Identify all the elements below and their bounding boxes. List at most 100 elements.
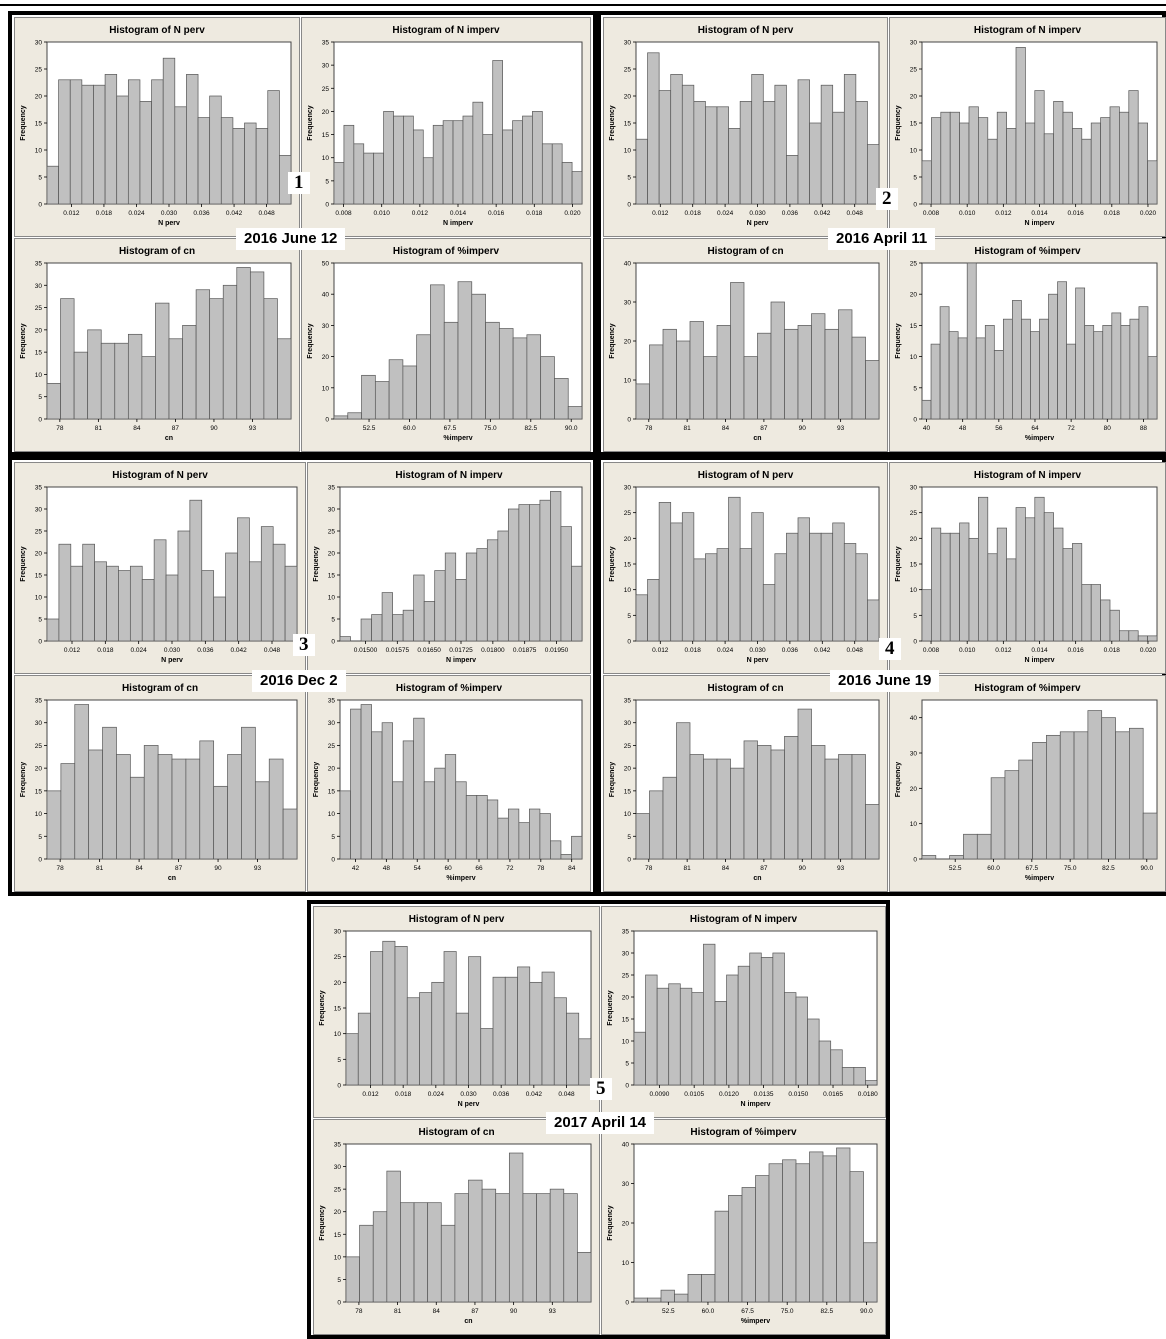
histogram-bar xyxy=(58,543,72,642)
histogram-bar xyxy=(990,777,1006,860)
histogram-bar xyxy=(681,512,695,642)
histogram-bar xyxy=(645,974,658,1086)
histogram-bar xyxy=(968,537,979,642)
y-tick-label: 15 xyxy=(35,350,43,357)
histogram-bar xyxy=(162,57,176,205)
histogram-bar xyxy=(381,722,393,860)
histogram-bar xyxy=(1147,160,1158,205)
histogram-bar xyxy=(151,79,164,205)
histogram-bar xyxy=(104,74,118,205)
histogram-bar xyxy=(1081,584,1092,642)
histogram-bar xyxy=(993,350,1004,420)
histogram-bar xyxy=(1087,710,1103,860)
histogram-bar xyxy=(757,332,772,420)
histogram-bar xyxy=(959,122,970,205)
histogram-bar xyxy=(157,754,173,860)
chart-panel: Histogram of N imperv 0 5 10 15 20 25 30 35 0.008… xyxy=(301,17,591,237)
histogram-bar xyxy=(561,161,573,205)
histogram-bar xyxy=(189,499,203,642)
histogram-bar xyxy=(843,74,857,205)
y-tick-label: 40 xyxy=(910,715,918,722)
y-tick-label: 5 xyxy=(627,175,631,182)
histogram-bar xyxy=(1043,133,1054,205)
x-tick-label: 0.020 xyxy=(1140,210,1157,217)
histogram-bar xyxy=(363,152,375,205)
chart-title: Histogram of %imperv xyxy=(974,246,1081,257)
histogram-bar xyxy=(185,758,201,860)
x-tick-label: 0.042 xyxy=(814,210,831,217)
histogram-bar xyxy=(739,548,753,642)
histogram-bar xyxy=(392,781,404,860)
histogram-bar xyxy=(93,84,106,205)
histogram-bar xyxy=(784,328,799,420)
y-tick-label: 30 xyxy=(910,485,918,492)
histogram-bar xyxy=(976,833,992,860)
x-tick-label: 0.030 xyxy=(164,647,181,654)
x-tick-label: 60 xyxy=(445,865,453,872)
histogram-bar xyxy=(360,618,372,642)
y-tick-label: 20 xyxy=(328,551,336,558)
x-tick-label: 81 xyxy=(394,1308,402,1315)
histogram-bar xyxy=(422,157,434,205)
x-tick-label: 0.016 xyxy=(1068,210,1085,217)
histogram-svg: Histogram of %imperv 0 10 20 30 40 52.5 60.0 67.… xyxy=(607,1127,878,1325)
y-tick-label: 30 xyxy=(334,1164,342,1171)
histogram-bar xyxy=(1006,128,1017,205)
histogram-bar xyxy=(996,527,1007,642)
histogram-bar xyxy=(1128,630,1139,642)
y-tick-label: 20 xyxy=(35,551,43,558)
y-tick-label: 0 xyxy=(337,1083,341,1090)
x-tick-label: 0.014 xyxy=(1031,647,1048,654)
histogram-bar xyxy=(70,565,84,642)
histogram-bar xyxy=(444,754,457,860)
histogram-bar xyxy=(809,1151,824,1303)
histogram-bar xyxy=(1021,318,1031,420)
histogram-svg: Histogram of N imperv 0 5 10 15 20 25 30 0.008 0.… xyxy=(895,25,1158,227)
x-tick-label: 82.5 xyxy=(820,1308,833,1315)
histogram-bar xyxy=(254,781,270,860)
y-tick-label: 0 xyxy=(38,202,42,209)
histogram-bar xyxy=(571,835,583,860)
histogram-bar xyxy=(197,117,211,205)
histogram-bar xyxy=(481,1188,497,1303)
histogram-bar xyxy=(373,152,384,205)
histogram-bar xyxy=(687,1274,702,1303)
histogram-bar xyxy=(770,749,785,860)
chart-title: Histogram of N imperv xyxy=(974,470,1082,481)
chart-panel: Histogram of N perv 0 5 10 15 20 25 30 0.012 0.01… xyxy=(14,17,300,237)
histogram-bar xyxy=(571,565,583,642)
y-tick-label: 20 xyxy=(622,1221,630,1228)
y-tick-label: 15 xyxy=(624,121,632,128)
histogram-bar xyxy=(656,987,670,1086)
histogram-bar xyxy=(486,539,499,642)
histogram-bar xyxy=(114,342,129,420)
histogram-bar xyxy=(430,284,445,420)
histogram-bar xyxy=(465,552,478,642)
histogram-bar xyxy=(1111,312,1122,420)
histogram-bar xyxy=(497,530,509,642)
group-date-4: 2016 June 19 xyxy=(830,670,940,692)
histogram-bar xyxy=(701,1274,716,1303)
histogram-bar xyxy=(443,951,457,1086)
histogram-bar xyxy=(795,996,808,1086)
y-tick-label: 50 xyxy=(322,261,330,268)
histogram-bar xyxy=(737,965,751,1086)
histogram-bar xyxy=(1100,117,1111,205)
y-tick-label: 0 xyxy=(325,417,329,424)
x-tick-label: 0.012 xyxy=(63,210,80,217)
histogram-bar xyxy=(413,717,425,860)
histogram-bar xyxy=(482,134,494,205)
histogram-bar xyxy=(716,548,729,642)
y-tick-label: 25 xyxy=(622,973,630,980)
y-tick-label: 0 xyxy=(913,639,917,646)
group-date-1: 2016 June 12 xyxy=(236,228,346,250)
histogram-bar xyxy=(1057,281,1067,420)
chart-title: Histogram of N perv xyxy=(698,470,794,481)
histogram-bar xyxy=(277,338,292,420)
histogram-svg: Histogram of %imperv 0 10 20 30 40 50 52.5 60.0 6… xyxy=(307,246,583,442)
histogram-bar xyxy=(693,101,706,205)
y-axis-label: Frequency xyxy=(607,990,614,1026)
x-axis-label: N perv xyxy=(158,220,180,227)
histogram-bar xyxy=(1034,496,1045,642)
y-tick-label: 5 xyxy=(325,178,329,185)
